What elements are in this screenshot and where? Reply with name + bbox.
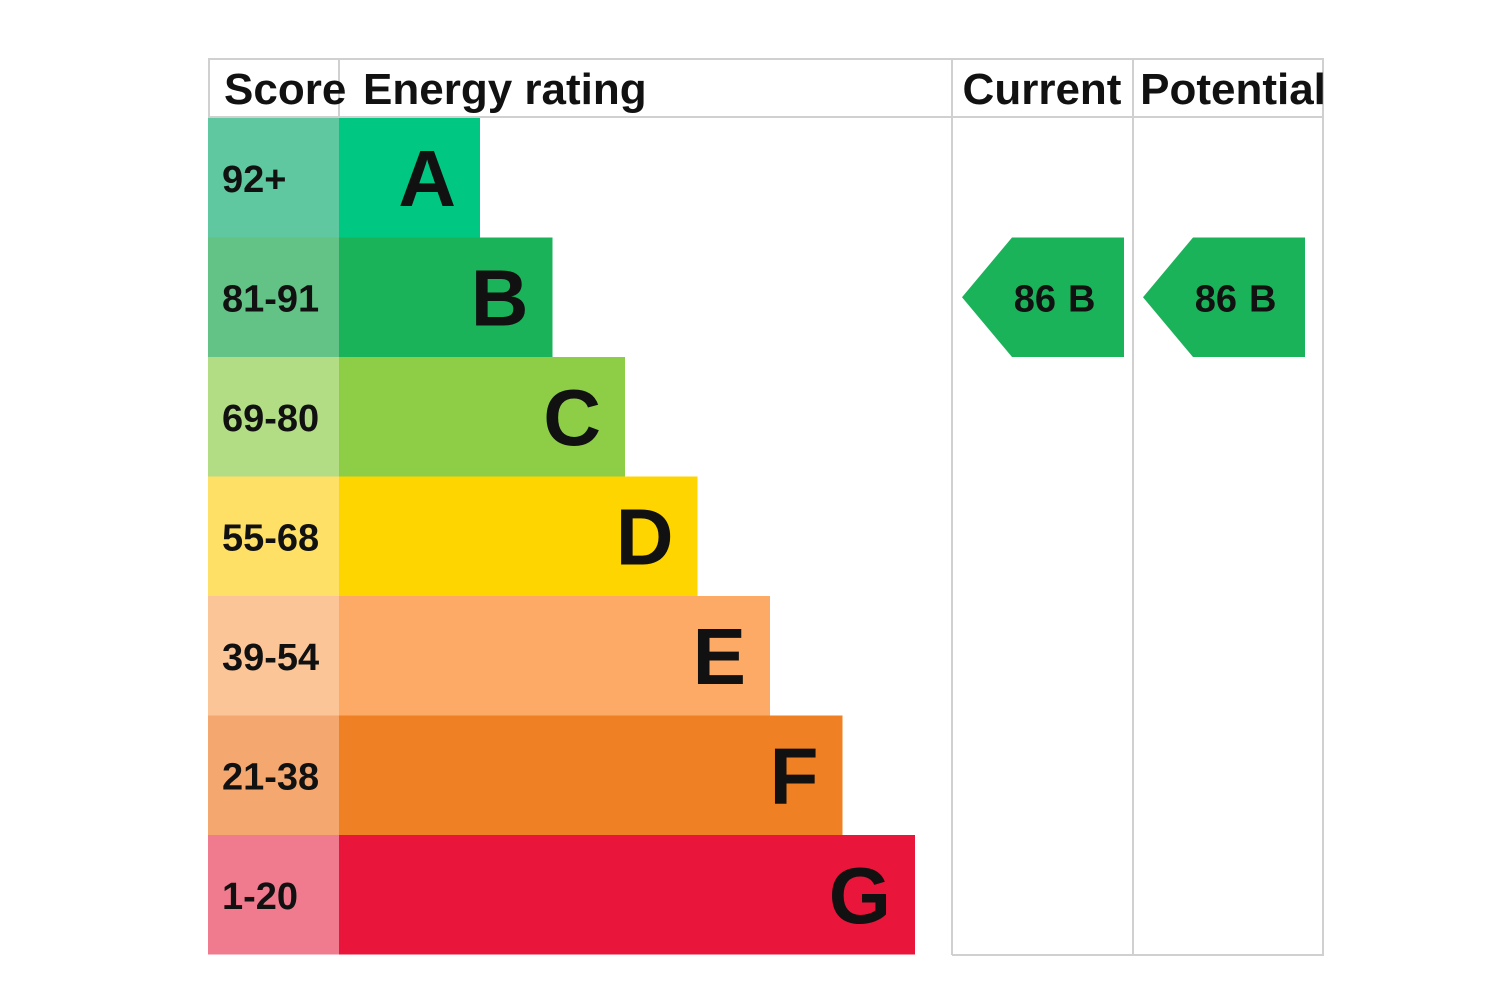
band-row-c: 69-80 C bbox=[208, 357, 625, 477]
rating-letter-b: B bbox=[471, 253, 529, 342]
rating-bands: 92+ A 81-91 B 69-80 C 55-68 D 39-54 E 21-38 F 1-20 G bbox=[208, 118, 915, 955]
rating-bar-f bbox=[339, 715, 843, 835]
band-row-g: 1-20 G bbox=[208, 835, 915, 955]
rating-letter-e: E bbox=[693, 612, 746, 701]
score-label-a: 92+ bbox=[222, 159, 286, 201]
score-column-header: Score bbox=[224, 65, 346, 114]
potential-score-value: 86 bbox=[1195, 278, 1237, 320]
rating-letter-c: C bbox=[543, 373, 601, 462]
current-rating-arrow: 86 B bbox=[962, 237, 1124, 357]
rating-letter-d: D bbox=[616, 492, 674, 581]
rating-bar-e bbox=[339, 596, 770, 716]
score-label-g: 1-20 bbox=[222, 876, 298, 918]
rating-arrows: 86 B 86 B bbox=[962, 237, 1305, 357]
header-row: Score Energy rating Current Potential bbox=[224, 65, 1324, 114]
rating-bar-g bbox=[339, 835, 915, 955]
score-label-b: 81-91 bbox=[222, 278, 319, 320]
band-row-a: 92+ A bbox=[208, 118, 480, 238]
score-cell-c bbox=[208, 357, 339, 477]
current-score-value: 86 bbox=[1014, 278, 1056, 320]
potential-arrow-shape bbox=[1143, 237, 1305, 357]
rating-letter-f: F bbox=[770, 731, 819, 820]
current-column-header: Current bbox=[963, 65, 1122, 114]
score-cell-e bbox=[208, 596, 339, 716]
score-label-e: 39-54 bbox=[222, 637, 319, 679]
score-label-d: 55-68 bbox=[222, 517, 319, 559]
score-cell-b bbox=[208, 237, 339, 357]
rating-bar-b bbox=[339, 237, 553, 357]
score-cell-g bbox=[208, 835, 339, 955]
score-label-f: 21-38 bbox=[222, 756, 319, 798]
rating-bar-d bbox=[339, 476, 698, 596]
current-arrow-shape bbox=[962, 237, 1124, 357]
rating-letter-g: G bbox=[829, 851, 891, 940]
energy-rating-column-header: Energy rating bbox=[363, 65, 647, 114]
table-grid bbox=[208, 58, 1324, 956]
score-cell-f bbox=[208, 715, 339, 835]
band-row-e: 39-54 E bbox=[208, 596, 770, 716]
energy-rating-chart: Score Energy rating Current Potential 92… bbox=[208, 58, 1324, 956]
band-row-d: 55-68 D bbox=[208, 476, 698, 596]
score-label-c: 69-80 bbox=[222, 398, 319, 440]
rating-letter-a: A bbox=[398, 134, 456, 223]
band-row-f: 21-38 F bbox=[208, 715, 843, 835]
potential-column-header: Potential bbox=[1140, 65, 1324, 114]
band-row-b: 81-91 B bbox=[208, 237, 553, 357]
potential-rating-arrow: 86 B bbox=[1143, 237, 1305, 357]
score-cell-d bbox=[208, 476, 339, 596]
score-cell-a bbox=[208, 118, 339, 238]
rating-bar-c bbox=[339, 357, 625, 477]
potential-rating-letter: B bbox=[1249, 278, 1276, 320]
rating-bar-a bbox=[339, 118, 480, 238]
current-rating-letter: B bbox=[1068, 278, 1095, 320]
